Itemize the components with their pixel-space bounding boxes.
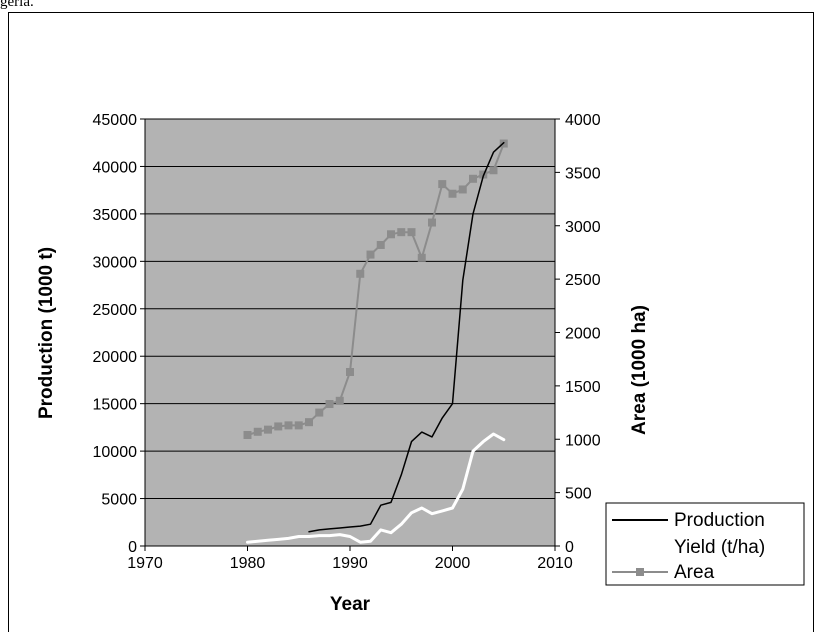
- data-point-area: [469, 174, 477, 183]
- data-point-area: [438, 180, 447, 189]
- y-right-tick-label: 1000: [565, 432, 601, 449]
- data-point-area: [417, 253, 426, 262]
- y-right-tick-label: 3000: [565, 219, 601, 236]
- data-point-area: [253, 427, 262, 436]
- y-left-tick-label: 10000: [93, 444, 138, 461]
- data-point-area: [387, 230, 395, 239]
- y-axis-right-title: Area (1000 ha): [629, 305, 650, 435]
- data-point-area: [346, 367, 354, 376]
- data-point-area: [448, 189, 457, 198]
- data-point-area: [264, 425, 272, 434]
- y-left-tick-label: 40000: [93, 159, 138, 176]
- data-point-area: [243, 430, 252, 439]
- y-left-tick-label: 45000: [93, 112, 138, 129]
- series-line-production: [308, 141, 505, 533]
- y-right-tick-label: 4000: [565, 112, 601, 129]
- data-point-area: [315, 408, 324, 417]
- axes: [140, 118, 560, 551]
- y-left-tick-label: 5000: [101, 492, 137, 509]
- data-point-area: [428, 218, 436, 227]
- series-line-yield-t-ha: [246, 432, 506, 544]
- y-left-tick-label: 35000: [93, 207, 138, 224]
- line-chart: 0500010000150002000025000300003500040000…: [36, 112, 805, 615]
- x-tick-label: 1990: [332, 555, 368, 572]
- y-right-tick-label: 1500: [565, 379, 601, 396]
- y-left-tick-label: 15000: [93, 397, 138, 414]
- data-point-area: [305, 418, 313, 427]
- y-right-tick-label: 3500: [565, 165, 601, 182]
- data-point-area: [274, 422, 283, 431]
- x-tick-label: 2000: [435, 555, 471, 572]
- y-right-tick-label: 0: [565, 539, 574, 556]
- data-point-area: [356, 269, 365, 278]
- y-right-tick-label: 2000: [565, 326, 601, 343]
- y-right-tick-label: 2500: [565, 272, 601, 289]
- data-point-area: [284, 421, 293, 430]
- y-right-tick-label: 500: [565, 486, 592, 503]
- data-point-area: [335, 396, 344, 405]
- data-point-area: [366, 250, 375, 259]
- plot-area: [145, 119, 555, 546]
- data-point-area: [325, 400, 334, 409]
- tick-labels: 0500010000150002000025000300003500040000…: [93, 112, 601, 572]
- x-tick-label: 1970: [127, 555, 163, 572]
- x-tick-label: 2010: [537, 555, 573, 572]
- y-left-tick-label: 20000: [93, 349, 138, 366]
- y-axis-left-title: Production (1000 t): [36, 247, 57, 419]
- y-left-tick-label: 25000: [93, 302, 138, 319]
- figure-frame: [8, 12, 814, 632]
- legend-label-area: Area: [674, 562, 715, 583]
- y-left-tick-label: 30000: [93, 254, 138, 271]
- data-point-area: [489, 166, 498, 175]
- legend-label-production: Production: [674, 510, 765, 531]
- x-tick-label: 1980: [230, 555, 266, 572]
- page-caption: geria.: [0, 0, 34, 10]
- legend-label-yield: Yield (t/ha): [674, 537, 765, 558]
- data-point-area: [407, 228, 416, 237]
- series-layer: [243, 139, 508, 544]
- x-axis-title: Year: [330, 594, 371, 615]
- y-left-tick-label: 0: [128, 539, 137, 556]
- legend-marker-area: [636, 568, 644, 576]
- data-point-area: [458, 185, 467, 194]
- data-point-area: [294, 421, 303, 430]
- legend: Production Yield (t/ha) Area: [605, 502, 805, 586]
- data-point-area: [397, 228, 406, 237]
- gridlines: [145, 118, 555, 500]
- data-point-area: [376, 240, 385, 249]
